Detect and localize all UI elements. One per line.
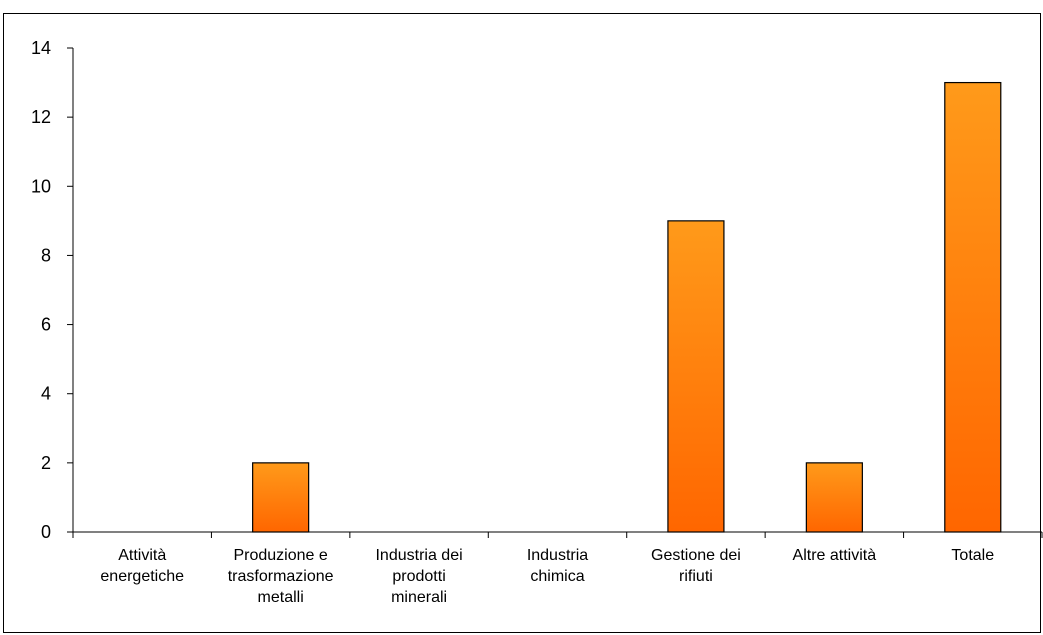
- bar: [805, 462, 863, 533]
- x-category-label-line: Totale: [951, 547, 994, 564]
- x-category-label: Industria dei prodotti minerali: [375, 547, 462, 606]
- x-category-label-line: Altre attività: [793, 547, 877, 564]
- x-category-label-line: rifiuti: [679, 568, 713, 585]
- x-category-label-line: Industria dei: [375, 547, 462, 564]
- y-tick-label: 8: [41, 245, 51, 265]
- x-category-label: Gestione dei rifiuti: [651, 547, 741, 585]
- x-category-label: Attività energetiche: [100, 547, 184, 585]
- y-tick-label: 0: [41, 522, 51, 542]
- x-category-label-line: metalli: [258, 589, 304, 606]
- x-category-label-line: trasformazione: [228, 568, 334, 585]
- bar: [667, 220, 725, 533]
- bar: [944, 81, 1002, 533]
- x-category-label: Totale: [951, 547, 994, 564]
- bar: [252, 462, 310, 533]
- x-category-label-line: Gestione dei: [651, 547, 741, 564]
- x-category-label-line: Produzione e: [233, 547, 327, 564]
- x-category-label-line: chimica: [530, 568, 584, 585]
- x-category-label-line: Attività: [118, 547, 166, 564]
- x-category-label-line: prodotti: [392, 568, 445, 585]
- x-category-label: Produzione e trasformazione metalli: [228, 547, 334, 606]
- y-tick-label: 14: [31, 38, 51, 58]
- y-tick-label: 4: [41, 384, 51, 404]
- axes: [67, 47, 1043, 538]
- y-tick-label: 10: [31, 176, 51, 196]
- x-category-label-line: Industria: [527, 547, 588, 564]
- x-category-label-line: energetiche: [100, 568, 184, 585]
- y-tick-label: 6: [41, 315, 51, 335]
- x-category-label-line: minerali: [391, 589, 447, 606]
- chart-frame: [3, 13, 1041, 633]
- bars: [252, 81, 1002, 533]
- x-category-label: Industria chimica: [527, 547, 588, 585]
- labels: 0 2 4 6 8 10 12 14 Attività energetiche Produzione…: [31, 38, 994, 606]
- y-tick-label: 2: [41, 453, 51, 473]
- y-tick-label: 12: [31, 107, 51, 127]
- x-category-label: Altre attività: [793, 547, 877, 564]
